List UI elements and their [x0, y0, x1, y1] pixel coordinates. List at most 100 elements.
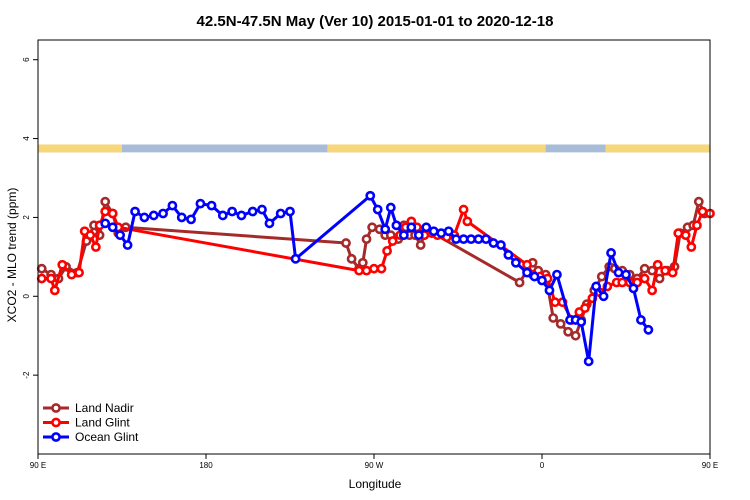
land-glint-point	[522, 259, 532, 270]
ocean-glint-point	[473, 234, 484, 245]
legend-swatch-marker	[51, 403, 61, 413]
ocean-glint-point	[583, 356, 594, 367]
ocean-glint-point	[451, 234, 462, 245]
land-glint-point	[74, 267, 84, 278]
y-tick-label: 0	[22, 294, 31, 299]
ocean-glint-point	[436, 228, 447, 239]
land-nadir-point	[654, 273, 665, 284]
land-glint-point	[376, 263, 387, 274]
axes: 90 E 180 90 W 0 90 E -2 0 2 4 6	[22, 57, 718, 470]
land-glint-point	[387, 236, 398, 246]
legend-item-land-nadir: Land Nadir	[43, 401, 134, 415]
ocean-glint-point	[537, 275, 547, 286]
ocean-glint-point	[421, 222, 432, 233]
x-tick-label: 180	[199, 461, 213, 470]
ocean-glint-point	[591, 281, 602, 292]
ocean-glint-point	[643, 324, 654, 335]
ocean-glint-point	[406, 222, 417, 233]
land-glint-point	[462, 216, 473, 227]
ocean-glint-point	[186, 214, 196, 225]
ocean-glint-point	[372, 204, 383, 215]
ocean-glint-point	[217, 210, 228, 221]
x-tick-label: 0	[540, 461, 545, 470]
ocean-glint-point	[264, 218, 275, 229]
land-nadir-point	[548, 313, 559, 323]
x-tick-label: 90 E	[30, 461, 46, 470]
land-nadir-point	[367, 222, 378, 233]
land-glint-point	[697, 206, 708, 217]
x-axis-title: Longitude	[349, 477, 402, 491]
legend-label: Ocean Glint	[75, 430, 139, 444]
land-glint-point	[550, 297, 560, 308]
land-nadir-point	[346, 253, 357, 264]
ocean-glint-point	[122, 240, 133, 250]
land-glint-point	[673, 228, 684, 239]
ocean-glint-point	[598, 291, 609, 302]
land-glint-point	[46, 273, 56, 284]
land-glint-point	[369, 263, 379, 274]
land-glint-point	[66, 269, 77, 280]
ocean-glint-point	[139, 212, 150, 223]
land-ocean-strip	[38, 144, 710, 153]
land-glint-point	[36, 273, 47, 284]
ocean-glint-point	[613, 267, 624, 278]
land-glint-point	[85, 230, 96, 241]
land-glint-point	[652, 259, 663, 270]
ocean-glint-point	[275, 208, 286, 219]
land-glint-point	[580, 303, 590, 314]
ocean-glint-point	[466, 234, 476, 245]
land-nadir-point	[639, 263, 650, 274]
land-glint-point	[100, 206, 111, 217]
land-segment	[38, 144, 122, 153]
ocean-glint-point	[130, 206, 140, 217]
ocean-glint-point	[365, 190, 376, 201]
legend-item-ocean-glint: Ocean Glint	[43, 430, 139, 444]
ocean-glint-point	[522, 267, 532, 278]
ocean-glint-point	[176, 212, 187, 223]
land-glint-point	[458, 204, 469, 215]
ocean-glint-point	[391, 220, 402, 231]
ocean-glint-point	[167, 200, 178, 211]
land-nadir-point	[570, 330, 581, 341]
ocean-glint-series	[100, 190, 654, 367]
land-glint-point	[692, 220, 702, 231]
land-glint-point	[57, 259, 68, 270]
legend-label: Land Glint	[75, 416, 130, 430]
ocean-glint-point	[443, 226, 454, 237]
land-nadir-point	[596, 271, 607, 282]
land-glint-point	[382, 246, 392, 256]
ocean-glint-point	[148, 210, 159, 221]
land-glint-point	[354, 265, 364, 276]
legend-swatch-marker	[51, 432, 61, 442]
ocean-glint-point	[285, 206, 295, 217]
land-glint-point	[49, 285, 60, 296]
chart-title: 42.5N-47.5N May (Ver 10) 2015-01-01 to 2…	[197, 13, 554, 30]
ocean-glint-point	[398, 230, 409, 241]
ocean-glint-point	[290, 253, 301, 264]
ocean-glint-point	[158, 208, 168, 219]
land-segment	[605, 144, 710, 153]
ocean-glint-point	[428, 226, 439, 237]
land-nadir-point	[361, 234, 372, 245]
land-nadir-point	[693, 196, 704, 207]
land-nadir-point	[357, 257, 368, 268]
ocean-glint-point	[510, 257, 521, 268]
plot-frame	[37, 39, 711, 455]
y-axis-title: XCO2 - MLO trend (ppm)	[5, 188, 19, 323]
land-nadir-point	[555, 318, 566, 329]
ocean-glint-point	[257, 204, 267, 215]
land-glint-point	[90, 242, 101, 252]
ocean-glint-point	[100, 218, 111, 229]
ocean-glint-point	[503, 249, 514, 260]
land-glint-point	[107, 208, 118, 219]
ocean-glint-point	[606, 248, 616, 258]
land-glint-point	[617, 277, 628, 288]
land-glint-point	[639, 273, 650, 284]
ocean-glint-point	[529, 271, 540, 282]
ocean-glint-point	[552, 269, 562, 280]
ocean-glint-point	[380, 224, 391, 235]
ocean-glint-point	[481, 234, 491, 245]
ocean-glint-point	[206, 200, 217, 211]
